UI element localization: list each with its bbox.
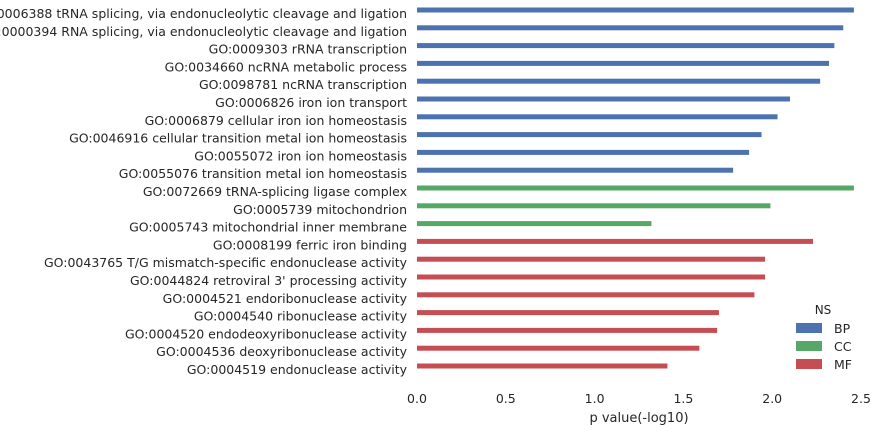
x-tick-label: 1.0 [585, 391, 605, 406]
category-label: GO:0004540 ribonuclease activity [194, 309, 408, 324]
category-label: GO:0044824 retroviral 3' processing acti… [130, 273, 408, 288]
bar-mf-16 [417, 292, 755, 298]
category-label: GO:0004536 deoxyribonuclease activity [156, 344, 407, 359]
category-label: GO:0046916 cellular transition metal ion… [69, 131, 407, 146]
legend: NS BP CC MF [796, 303, 852, 372]
x-tick-label: 0.5 [496, 391, 516, 406]
category-label: GO:0006388 tRNA splicing, via endonucleo… [0, 6, 407, 21]
bar-mf-19 [417, 345, 700, 351]
legend-swatch-bp [796, 323, 822, 333]
category-label: GO:0004519 endonuclease activity [187, 362, 408, 377]
x-axis-ticks: 0.0 0.5 1.0 1.5 2.0 2.5 [407, 391, 871, 406]
bar-bp-6 [417, 114, 778, 120]
legend-swatch-cc [796, 341, 822, 351]
bars-group [417, 7, 854, 369]
x-axis-label: p value(-log10) [589, 411, 688, 426]
bar-mf-15 [417, 274, 766, 280]
category-label: GO:0009303 rRNA transcription [209, 42, 407, 57]
legend-title: NS [815, 303, 832, 317]
bar-mf-13 [417, 238, 814, 244]
legend-swatch-mf [796, 359, 822, 369]
legend-label-mf: MF [834, 357, 852, 372]
category-label: GO:0005743 mitochondrial inner membrane [129, 220, 407, 235]
category-label: GO:0006826 iron ion transport [215, 95, 407, 110]
x-tick-label: 1.5 [673, 391, 693, 406]
bar-cc-10 [417, 185, 854, 191]
category-label: GO:0055076 transition metal ion homeosta… [119, 166, 407, 181]
legend-label-cc: CC [834, 339, 852, 354]
bar-cc-11 [417, 203, 771, 209]
bar-bp-8 [417, 149, 750, 155]
category-label: GO:0004520 endodeoxyribonuclease activit… [125, 326, 408, 341]
x-tick-label: 2.5 [851, 391, 871, 406]
category-label: GO:0005739 mitochondrion [233, 202, 407, 217]
bar-bp-5 [417, 96, 790, 102]
category-label: GO:0098781 ncRNA transcription [199, 77, 407, 92]
bar-bp-4 [417, 78, 821, 84]
category-label: GO:0043765 T/G mismatch-specific endonuc… [44, 255, 408, 270]
bar-mf-20 [417, 363, 668, 369]
bar-bp-0 [417, 7, 854, 13]
bar-mf-17 [417, 310, 719, 316]
bar-mf-18 [417, 327, 718, 333]
x-tick-label: 2.0 [762, 391, 782, 406]
x-tick-label: 0.0 [407, 391, 427, 406]
bar-cc-12 [417, 221, 652, 227]
category-label: GO:0034660 ncRNA metabolic process [165, 59, 407, 74]
bar-bp-7 [417, 132, 762, 138]
category-label: GO:0008199 ferric iron binding [213, 237, 407, 252]
category-label: GO:0004521 endoribonuclease activity [163, 291, 408, 306]
bar-bp-3 [417, 60, 830, 66]
bar-bp-1 [417, 25, 844, 31]
category-label: GO:0006879 cellular iron ion homeostasis [145, 113, 407, 128]
category-label: GO:0000394 RNA splicing, via endonucleol… [0, 24, 407, 39]
category-label: GO:0072669 tRNA-splicing ligase complex [143, 184, 407, 199]
bar-bp-2 [417, 43, 835, 49]
legend-label-bp: BP [834, 321, 851, 336]
bar-mf-14 [417, 256, 766, 262]
category-label: GO:0055072 iron ion homeostasis [194, 148, 407, 163]
category-labels: GO:0006388 tRNA splicing, via endonucleo… [0, 6, 408, 377]
bar-bp-9 [417, 167, 734, 173]
